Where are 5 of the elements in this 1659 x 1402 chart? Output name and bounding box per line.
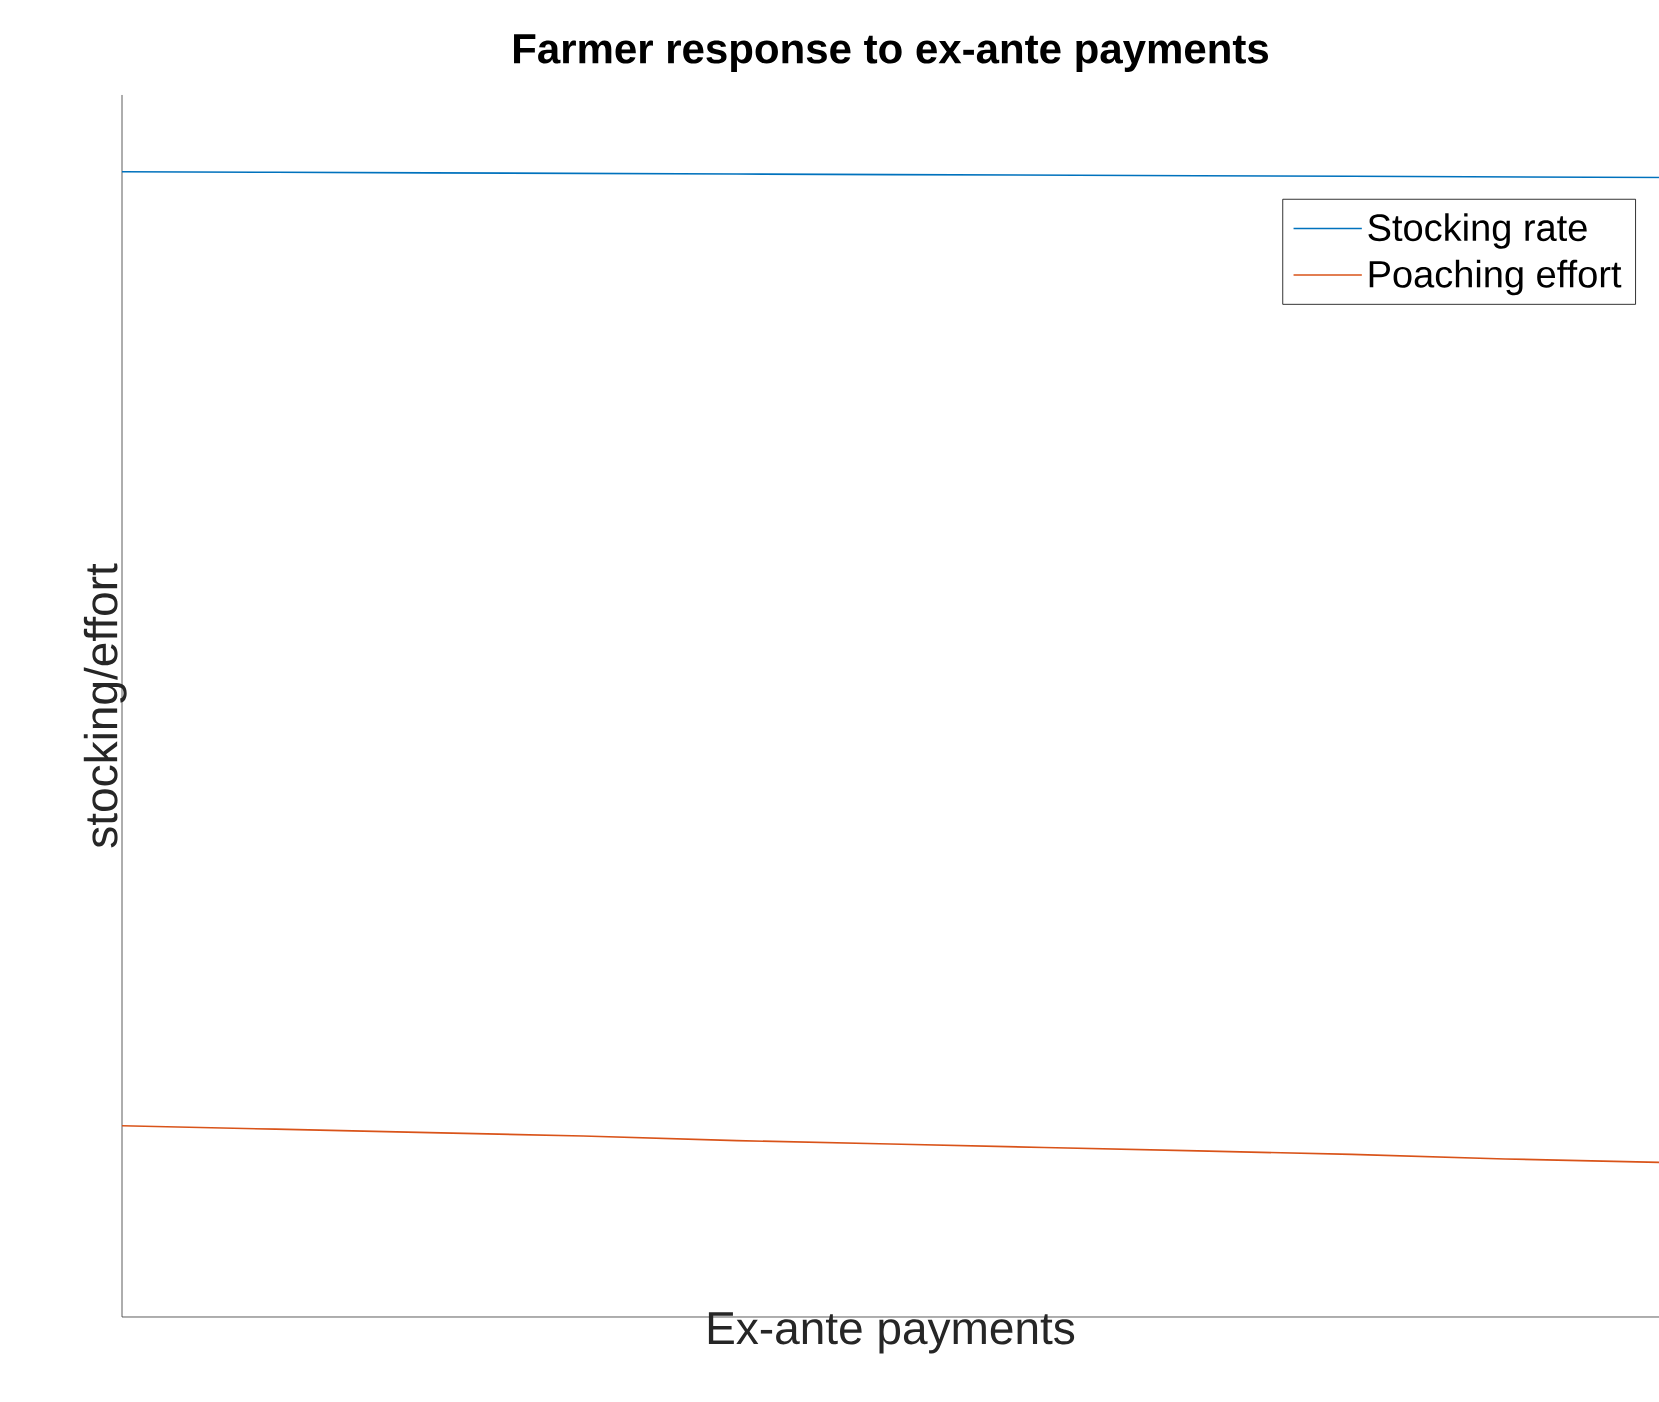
legend-label: Poaching effort <box>1369 259 1622 296</box>
y-axis-title: stocking/effort <box>83 563 127 848</box>
x-axis-title: Ex-ante payments <box>708 1312 1075 1354</box>
legend-label: Stocking rate <box>1368 213 1587 249</box>
chart-title: Farmer response to ex-ante payments <box>514 34 1269 72</box>
